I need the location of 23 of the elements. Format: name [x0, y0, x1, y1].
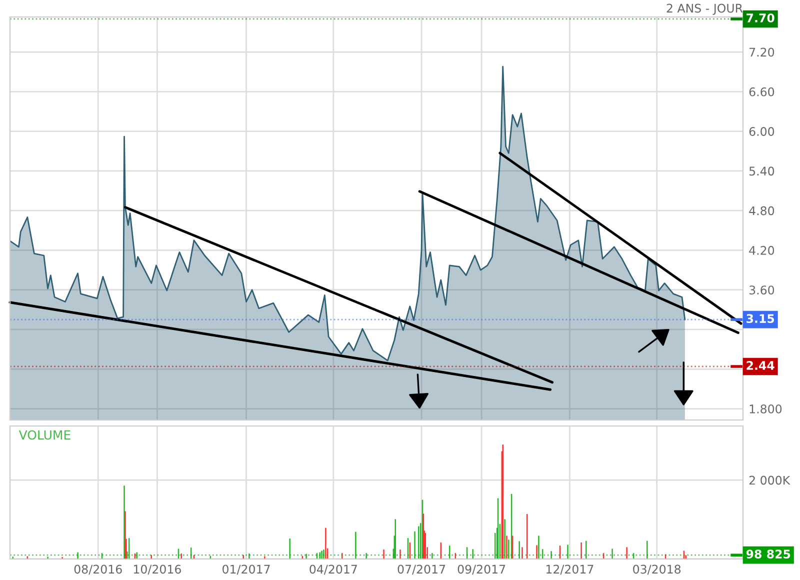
ref-line-label: 2.44: [746, 360, 774, 370]
x-tick-label: 04/2017: [310, 564, 357, 575]
y-tick-label: 6.00: [749, 127, 774, 136]
chart-title: VOLUME: [18, 430, 70, 440]
y-tick-label: 4.80: [749, 206, 774, 216]
ref-line-label: 7.70: [746, 13, 774, 22]
x-tick-label: 09/2017: [458, 564, 506, 575]
x-tick-label: 03/2018: [633, 564, 681, 575]
y-tick-label: 4.20: [749, 246, 774, 255]
y-tick-label: 5.40: [749, 166, 774, 176]
x-tick-label: 07/2017: [398, 564, 446, 575]
y-tick-label: 2 000K: [749, 476, 790, 485]
ref-line-label: 3.15: [746, 314, 774, 324]
y-tick-label: 1.800: [750, 404, 782, 414]
y-tick-label: 7.20: [750, 48, 774, 57]
x-tick-label: 08/2016: [74, 564, 122, 575]
x-tick-label: 10/2016: [134, 564, 181, 575]
chart-title: 2 ANS - JOUR: [666, 4, 743, 15]
ref-line-label: 98 825: [746, 550, 790, 559]
x-tick-label: 01/2017: [222, 564, 270, 575]
y-tick-label: 6.60: [749, 87, 774, 96]
y-tick-label: 3.60: [749, 286, 774, 295]
x-tick-label: 12/2017: [546, 564, 594, 575]
